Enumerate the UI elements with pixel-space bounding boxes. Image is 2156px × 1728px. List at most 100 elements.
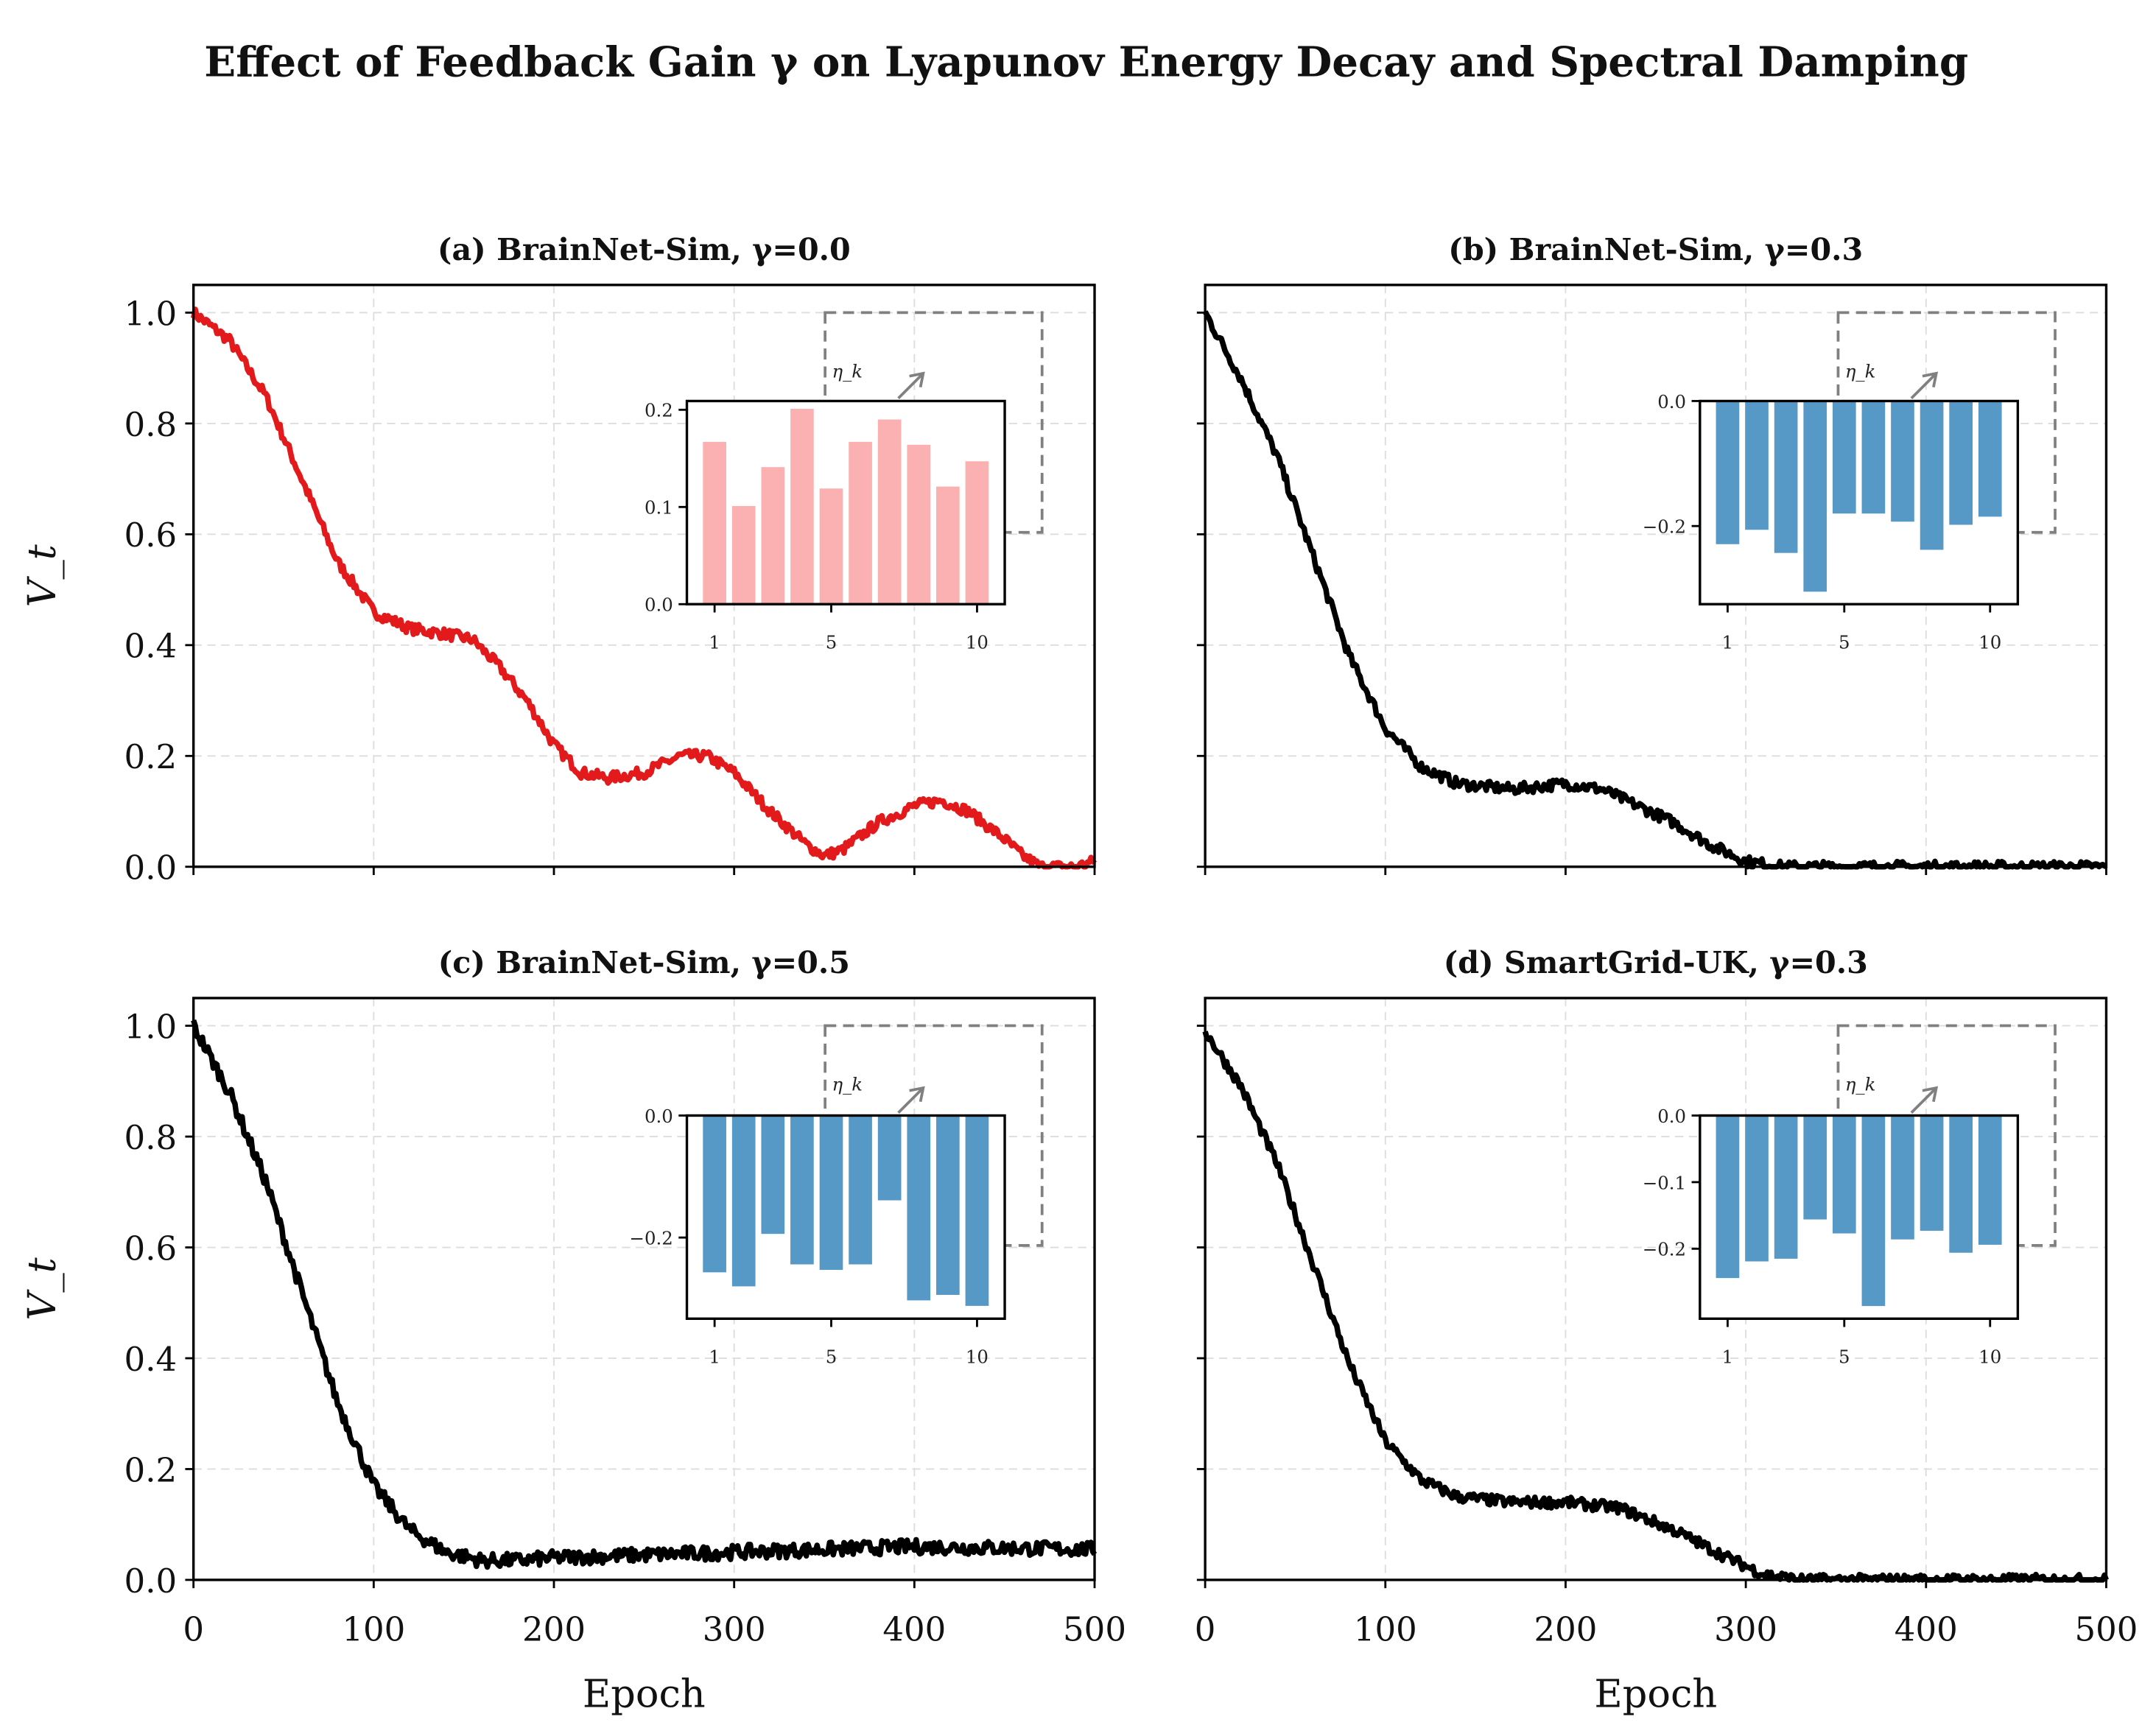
y-tick-label: 0.8 [124,1118,178,1157]
arrow-head-icon [1922,1086,1939,1103]
inset-x-tick-label: 10 [966,631,989,653]
inset-bar [1716,401,1740,544]
inset-bar [1949,401,1973,525]
inset-x-tick-label: 10 [966,1346,989,1367]
inset-x-tick-label: 10 [1978,1346,2001,1367]
figure-title: Effect of Feedback Gain γ on Lyapunov En… [204,38,1968,87]
x-tick-label: 400 [1895,1609,1958,1648]
inset-bar [1978,1115,2002,1245]
inset-bar [877,1115,902,1201]
x-tick-label: 300 [1714,1609,1777,1648]
y-axis-label: V_t [20,544,65,607]
arrow-icon [897,373,923,400]
x-axis-label: Epoch [583,1672,706,1717]
inset-bar [1774,401,1798,553]
y-tick-label: 0.4 [124,1340,178,1379]
inset-bar [907,444,931,605]
x-tick-label: 0 [1195,1609,1216,1648]
inset-y-tick-label: −0.1 [1643,1172,1686,1193]
inset-bar [1832,1115,1856,1234]
inset-y-tick-label: 0.2 [645,400,673,421]
inset-x-tick-label: 5 [826,631,838,653]
inset-bar [1803,1115,1827,1220]
inset-y-tick-label: 0.0 [1657,1106,1686,1127]
y-tick-label: 0.0 [124,849,178,888]
inset-label: η_k [1845,361,1876,382]
y-tick-label: 0.6 [124,1229,178,1268]
panel-b: (b) BrainNet-Sim, γ=0.3 η_k 1 5 10 0.0 −0.2 [1196,231,2108,876]
panel-c: 0 100 200 300 400 500 0.0 0.2 0.4 0.6 0.8 1.0 (c) Br… [20,944,1126,1716]
arrow-icon [1910,373,1936,400]
arrow-head-icon [909,371,925,388]
inset-bar [849,1115,872,1265]
energy-decay-line [1202,1030,2109,1583]
panel-title: (d) SmartGrid-UK, γ=0.3 [1444,944,1868,980]
y-tick-label: 0.4 [124,627,178,666]
inset-bar [965,1115,989,1306]
y-tick-label: 0.2 [124,1450,178,1489]
inset-bar [1745,1115,1769,1262]
arrow-head-icon [909,1086,925,1103]
inset-y-tick-label: −0.2 [1643,516,1686,538]
inset-x-tick-label: 1 [1722,631,1734,653]
y-tick-label: 0.6 [124,516,178,555]
inset-bar [761,1115,785,1234]
inset-bar [907,1115,931,1301]
axes-frame [1204,284,2108,868]
inset-y-tick-label: −0.2 [1643,1239,1686,1260]
arrow-icon [1910,1088,1936,1114]
x-tick-label: 0 [183,1609,204,1648]
x-tick-label: 200 [1534,1609,1597,1648]
inset-bar [1774,1115,1798,1259]
y-tick-label: 0.2 [124,737,178,776]
inset-bar [761,467,785,605]
inset-bar [1861,1115,1886,1307]
x-tick-label: 100 [342,1609,405,1648]
inset-bar [703,441,726,605]
inset-x-tick-label: 5 [1839,1346,1850,1367]
inset-frame [685,1114,1006,1320]
y-axis-label: V_t [20,1257,65,1320]
inset-x-tick-label: 1 [1722,1346,1734,1367]
inset-x-tick-label: 10 [1978,631,2001,653]
inset-bar [731,1115,756,1287]
inset-bar [1861,401,1886,514]
inset-bar [1745,401,1769,530]
inset-bar [790,409,814,605]
energy-decay-line [191,1019,1098,1570]
inset-frame [1699,1114,2020,1320]
inset-bar [936,1115,960,1295]
inset-bar [936,486,960,605]
x-tick-label: 400 [882,1609,946,1648]
y-tick-label: 1.0 [124,294,178,333]
panel-title: (b) BrainNet-Sim, γ=0.3 [1448,231,1863,267]
x-tick-label: 300 [703,1609,766,1648]
energy-decay-line [1202,310,2108,870]
inset-x-tick-label: 5 [1839,631,1850,653]
inset-x-tick-label: 5 [826,1346,838,1367]
inset-bar [877,419,902,605]
x-axis-label: Epoch [1594,1672,1717,1717]
inset-bar [1803,401,1827,592]
axes-frame [192,997,1096,1581]
inset-y-tick-label: −0.2 [630,1228,673,1249]
panel-title: (c) BrainNet-Sim, γ=0.5 [438,944,850,980]
inset-bar [1920,1115,1944,1231]
arrow-head-icon [1922,371,1939,388]
panel-title: (a) BrainNet-Sim, γ=0.0 [438,231,851,267]
inset-bar [1832,401,1856,514]
inset-bar [1949,1115,1973,1253]
inset-bar [849,441,872,605]
y-tick-label: 0.8 [124,405,178,444]
inset-label: η_k [832,1074,863,1095]
panel-d: 0 100 200 300 400 500 (d) SmartGrid-UK, γ=0.3 E… [1195,944,2138,1716]
inset-bar [703,1115,726,1273]
inset-y-tick-label: 0.0 [645,594,673,616]
inset-bar [1920,401,1944,550]
inset-y-tick-label: 0.1 [645,497,673,519]
inset-bar [965,461,989,605]
inset-bar [819,1115,843,1271]
axes-frame [1204,997,2108,1581]
inset-label: η_k [1845,1074,1876,1095]
